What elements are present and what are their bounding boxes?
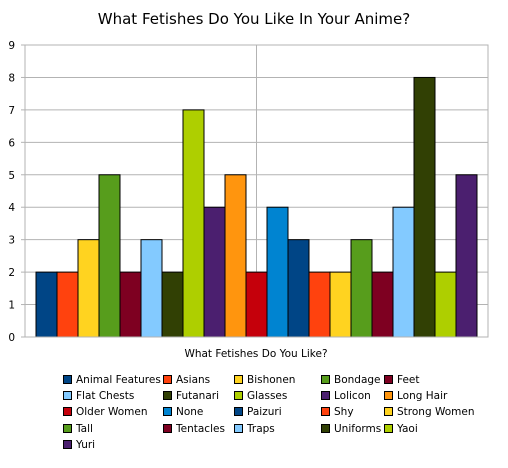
bar-shy <box>308 271 331 338</box>
legend-swatch <box>384 423 393 433</box>
axes: 0 1 2 3 4 5 6 7 8 9 <box>8 40 489 344</box>
y-tick-label: 4 <box>8 202 15 214</box>
legend-label: Lolicon <box>334 390 371 403</box>
bar-flat-chests <box>140 239 163 338</box>
legend-label: Traps <box>247 422 275 435</box>
legend-swatch <box>63 407 72 417</box>
legend-swatch <box>321 375 330 384</box>
y-tick-label: 7 <box>8 105 15 117</box>
bar-tentacles <box>371 271 394 338</box>
y-tick-label: 3 <box>8 235 15 247</box>
legend-swatch <box>321 407 330 417</box>
bars <box>35 76 478 338</box>
bar-paizuri <box>287 239 310 338</box>
bar-yuri <box>455 174 478 338</box>
bar-yaoi <box>434 271 457 338</box>
legend-swatch <box>321 391 330 401</box>
legend-swatch <box>384 375 393 384</box>
legend-swatch <box>63 439 72 449</box>
legend-label: Futanari <box>176 390 219 403</box>
bar-glasses <box>182 109 205 338</box>
bar-animal-features <box>35 271 58 338</box>
y-tick-label: 8 <box>8 72 15 84</box>
legend-label: Strong Women <box>397 406 475 419</box>
bar-bondage <box>98 174 121 338</box>
legend-label: Yaoi <box>397 422 418 435</box>
legend-label: Bondage <box>334 374 381 386</box>
legend-swatch <box>63 375 72 384</box>
bar-tall <box>350 239 373 338</box>
legend-swatch <box>163 423 172 433</box>
legend-swatch <box>163 391 172 401</box>
bar-feet <box>119 271 142 338</box>
bar-asians <box>56 271 79 338</box>
legend-swatch <box>234 375 243 384</box>
legend-swatch <box>321 423 330 433</box>
bar-long-hair <box>224 174 247 338</box>
bar-older-women <box>245 271 268 338</box>
legend-label: Tentacles <box>176 422 225 435</box>
bar-strong-women <box>329 271 352 338</box>
legend-label: Glasses <box>247 390 288 403</box>
y-tick-label: 2 <box>8 267 15 279</box>
legend-swatch <box>234 407 243 417</box>
plot-frame <box>24 44 489 338</box>
bar-bishonen <box>77 239 100 338</box>
legend-swatch <box>384 407 393 417</box>
legend-label: Flat Chests <box>76 390 135 403</box>
legend-swatch <box>234 423 243 433</box>
bar-none <box>266 206 289 338</box>
legend-swatch <box>63 391 72 401</box>
y-tick-label: 5 <box>8 170 15 182</box>
legend-label: Paizuri <box>247 406 282 419</box>
legend-label: None <box>176 406 204 419</box>
y-tick-label: 9 <box>8 40 15 52</box>
legend-label: Uniforms <box>334 422 382 435</box>
legend-label: Yuri <box>76 438 96 451</box>
legend-swatch <box>234 391 243 401</box>
legend-label: Shy <box>334 406 354 419</box>
chart-title: What Fetishes Do You Like In Your Anime? <box>98 10 410 28</box>
legend-swatch <box>63 423 72 433</box>
legend-label: Feet <box>397 374 420 386</box>
legend-label: Bishonen <box>247 374 296 386</box>
legend-swatch <box>163 407 172 417</box>
bar-lolicon <box>203 206 226 338</box>
x-axis-label: What Fetishes Do You Like? <box>184 348 327 360</box>
legend-label: Older Women <box>76 406 148 419</box>
bar-uniforms <box>413 76 436 338</box>
legend-label: Tall <box>76 422 93 435</box>
legend-swatch <box>163 375 172 384</box>
y-tick-label: 0 <box>8 332 15 344</box>
legend-label: Asians <box>176 374 211 386</box>
bar-traps <box>392 206 415 338</box>
legend-label: Animal Features <box>76 374 161 386</box>
y-tick-label: 1 <box>8 300 15 312</box>
y-tick-label: 6 <box>8 137 15 149</box>
legend-swatch <box>384 391 393 401</box>
bar-futanari <box>161 271 184 338</box>
legend-label: Long Hair <box>397 390 448 403</box>
